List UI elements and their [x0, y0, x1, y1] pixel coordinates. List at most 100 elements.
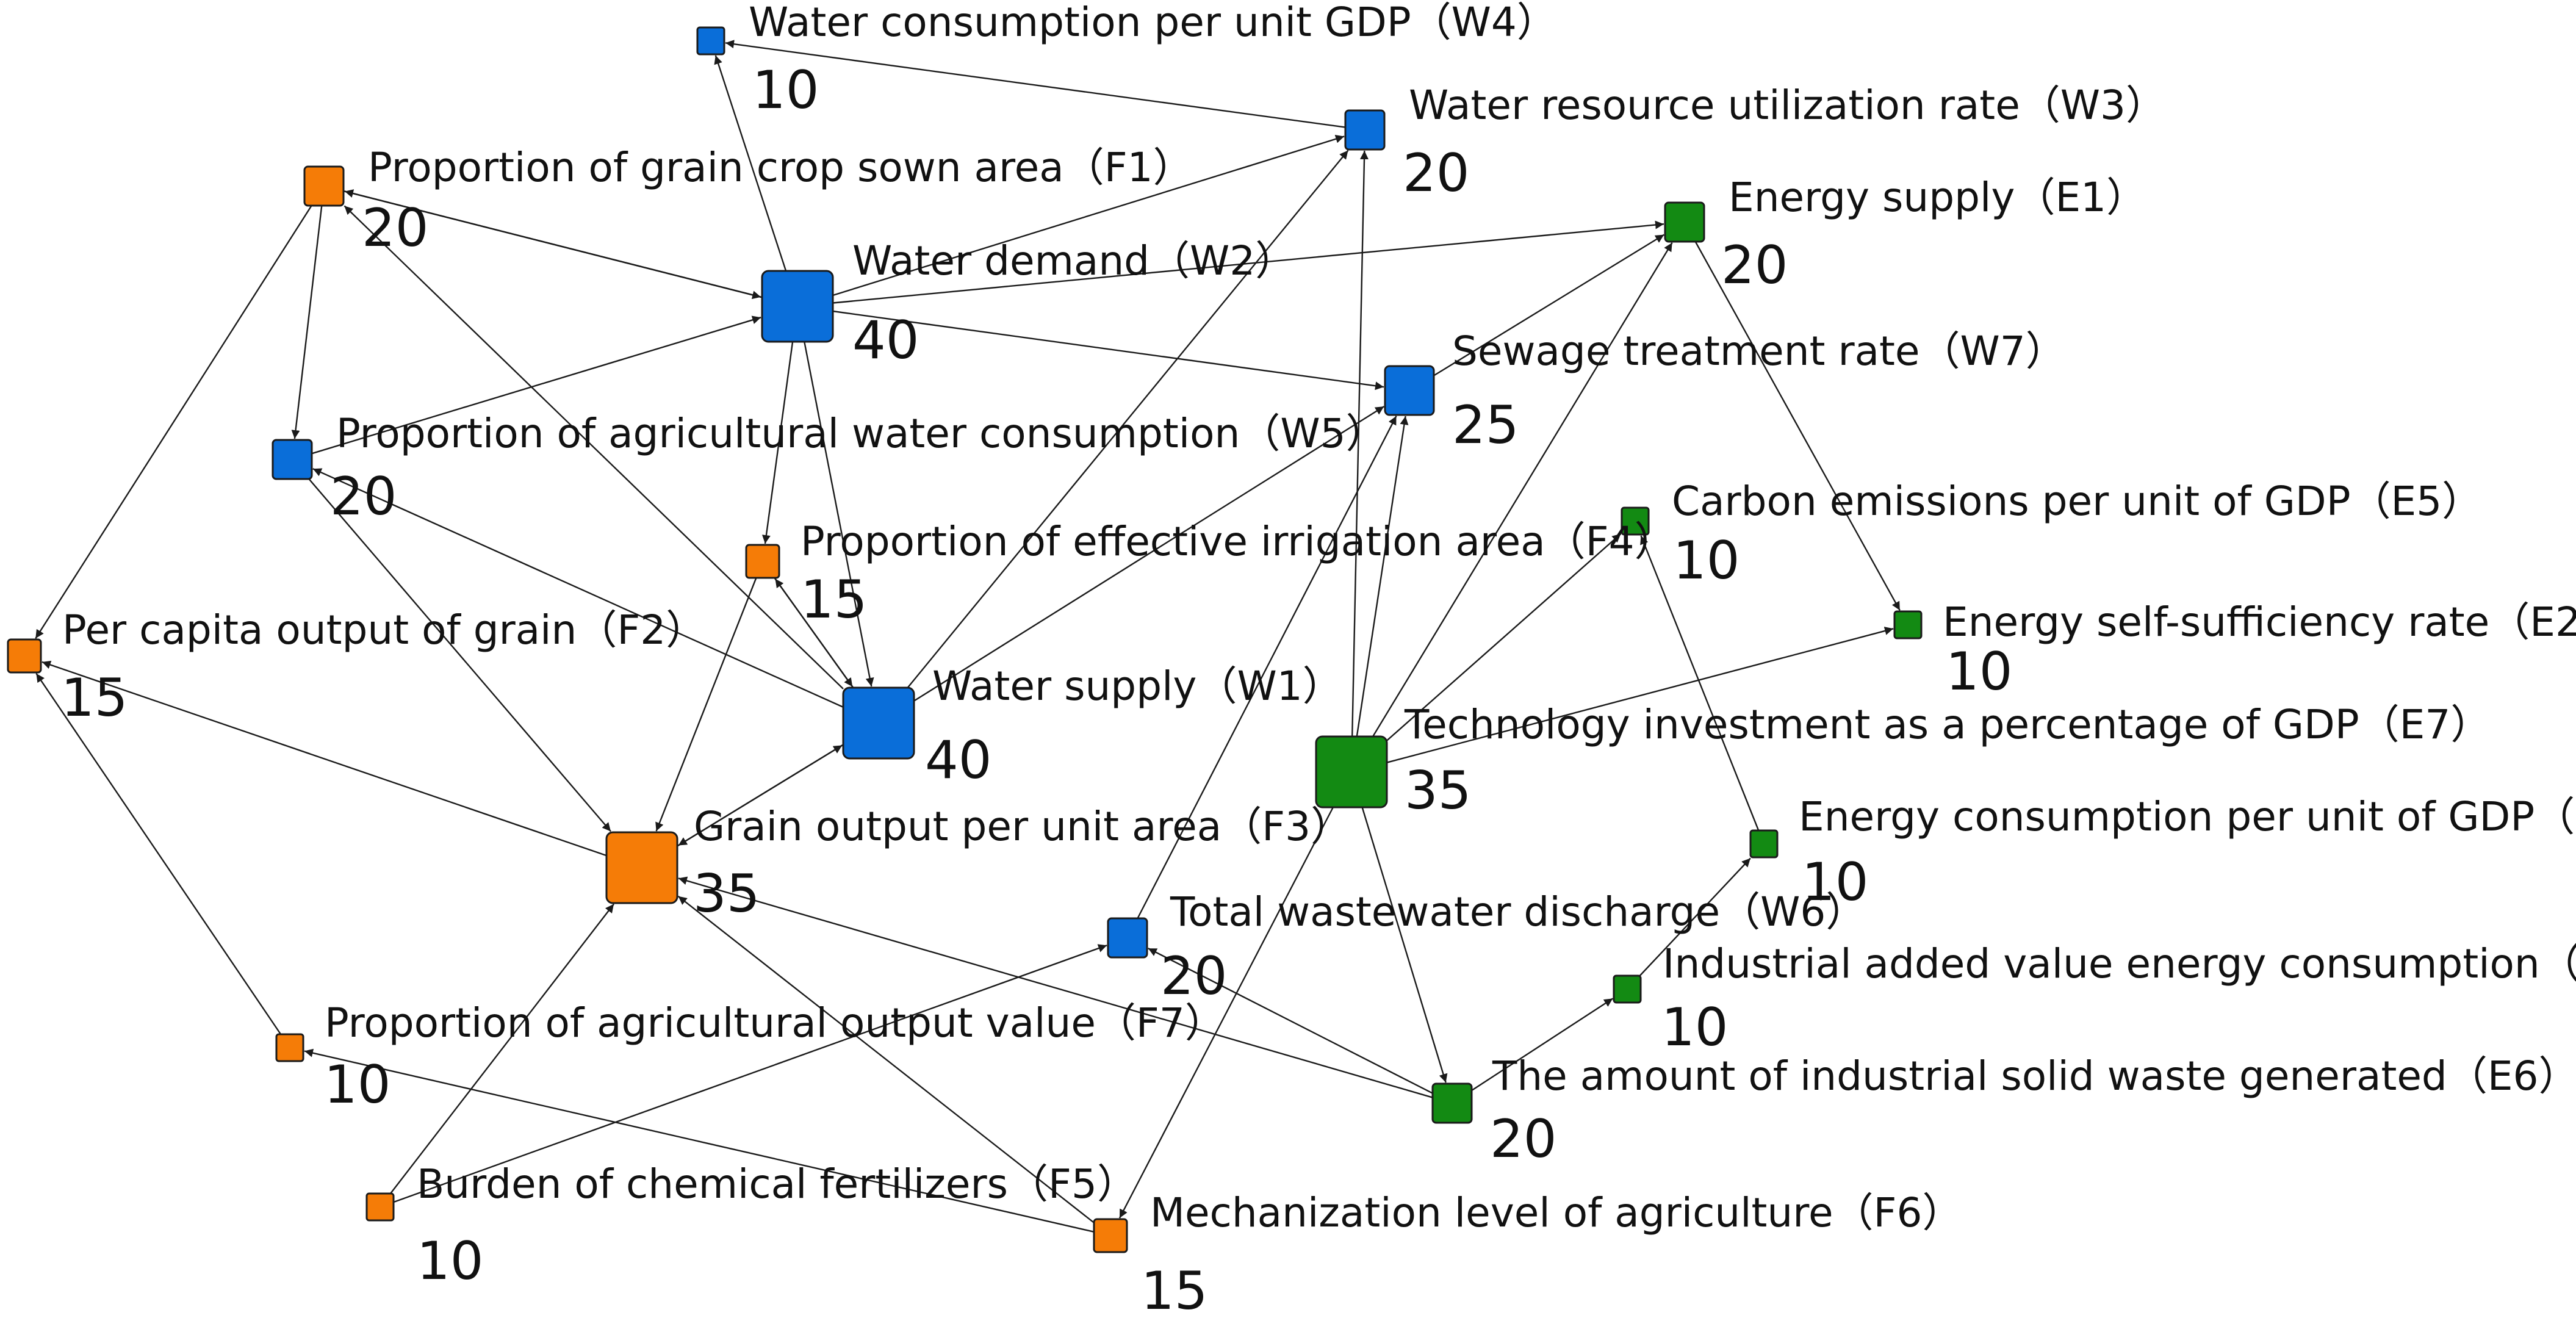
node-e6: The amount of industrial solid waste gen…	[1431, 1053, 2576, 1170]
node-w4: Water consumption per unit GDP（W4） 10	[696, 0, 1557, 121]
node-shape-e2	[1893, 610, 1923, 639]
edge-w2-to-w3	[832, 134, 1345, 297]
node-value-w2: 40	[852, 310, 919, 371]
node-w2: Water demand（W2） 40	[761, 237, 1295, 371]
node-label-f3: Grain output per unit area（F3）	[694, 803, 1351, 850]
edge-e6-to-f3	[678, 876, 1433, 1098]
node-w6: Total wastewater discharge（W6） 20	[1107, 888, 1866, 1007]
node-label-e2: Energy self-sufficiency rate（E2）	[1943, 599, 2576, 646]
edge-e4-to-e3	[1639, 857, 1751, 976]
node-shape-f7	[275, 1033, 304, 1062]
node-value-w1: 40	[925, 730, 991, 791]
node-label-w2: Water demand（W2）	[852, 237, 1295, 284]
node-shape-f2	[7, 638, 42, 674]
node-label-e5: Carbon emissions per unit of GDP（E5）	[1672, 478, 2482, 525]
edge-f1-to-w2	[343, 190, 761, 300]
node-label-w1: Water supply（W1）	[932, 663, 1343, 710]
edge-f5-to-f3	[390, 903, 614, 1194]
node-label-f6: Mechanization level of agriculture（F6）	[1150, 1189, 1963, 1236]
edge-w6-to-w7	[1137, 416, 1397, 919]
edge-f6-to-f3	[677, 895, 1095, 1223]
node-e3: Energy consumption per unit of GDP（E3） 10	[1749, 793, 2576, 913]
node-f4: Proportion of effective irrigation area（…	[745, 518, 1675, 630]
edge-w2-to-e1	[832, 220, 1664, 304]
node-value-w6: 20	[1160, 946, 1227, 1007]
nodes-layer: Water consumption per unit GDP（W4）10 Wate…	[7, 0, 2576, 1318]
node-f6: Mechanization level of agriculture（F6） 15	[1093, 1189, 1963, 1318]
edge-e1-to-e2	[1694, 241, 1901, 611]
edge-w1-to-w5	[312, 468, 844, 708]
node-e5: Carbon emissions per unit of GDP（E5） 10	[1621, 478, 2482, 591]
node-value-f5: 10	[417, 1231, 483, 1292]
edge-w2-to-f4	[761, 341, 794, 544]
node-shape-f6	[1093, 1218, 1128, 1253]
edge-w1-to-w7	[913, 406, 1384, 702]
node-label-e7: Technology investment as a percentage of…	[1404, 701, 2491, 748]
node-label-f5: Burden of chemical fertilizers（F5）	[417, 1161, 1137, 1208]
node-e4: Industrial added value energy consumptio…	[1613, 940, 2576, 1058]
node-shape-f5	[365, 1192, 395, 1222]
node-e7: Technology investment as a percentage of…	[1315, 701, 2491, 821]
edge-w2-to-w4	[714, 55, 787, 272]
edge-w1-to-f1	[344, 205, 844, 690]
node-label-e1: Energy supply（E1）	[1729, 174, 2146, 221]
node-label-e3: Energy consumption per unit of GDP（E3）	[1799, 793, 2576, 840]
node-value-f4: 15	[801, 569, 867, 630]
edge-f1-to-f2	[35, 205, 312, 639]
edge-w5-to-w2	[311, 315, 761, 455]
node-shape-f1	[303, 165, 345, 207]
edges-layer	[35, 40, 1901, 1233]
node-f2: Per capita output of grain（F2） 15	[7, 607, 706, 729]
node-value-e7: 35	[1405, 760, 1471, 821]
node-shape-w1	[842, 686, 915, 760]
edge-f4-to-f3	[655, 577, 757, 832]
node-value-w3: 20	[1403, 143, 1469, 204]
edge-e7-to-e5	[1386, 533, 1622, 741]
node-value-f3: 35	[693, 863, 760, 924]
edge-e6-to-w6	[1148, 948, 1433, 1094]
node-shape-w4	[696, 26, 725, 56]
node-w5: Proportion of agricultural water consump…	[272, 410, 1386, 527]
node-value-w5: 20	[330, 466, 397, 527]
edge-f6-to-f7	[304, 1048, 1095, 1233]
node-value-e5: 10	[1673, 530, 1740, 591]
edge-e7-to-e6	[1361, 807, 1448, 1083]
node-value-w7: 25	[1452, 395, 1519, 456]
edge-e7-to-w3	[1351, 150, 1369, 737]
node-label-e6: The amount of industrial solid waste gen…	[1492, 1053, 2576, 1100]
node-value-f6: 15	[1141, 1261, 1207, 1318]
edge-f1-to-w5	[291, 205, 323, 439]
node-shape-e6	[1431, 1082, 1473, 1124]
node-label-f7: Proportion of agricultural output value（…	[325, 999, 1225, 1046]
edge-e6-to-e4	[1471, 998, 1613, 1092]
node-shape-w6	[1107, 917, 1148, 959]
node-e2: Energy self-sufficiency rate（E2）10	[1893, 599, 2576, 702]
node-f7: Proportion of agricultural output value（…	[275, 999, 1225, 1115]
node-shape-w2	[761, 270, 834, 343]
node-shape-w7	[1384, 365, 1435, 416]
node-shape-e7	[1315, 735, 1388, 808]
node-value-f1: 20	[362, 198, 428, 259]
edge-w7-to-e1	[1433, 234, 1664, 376]
node-label-e4: Industrial added value energy consumptio…	[1663, 940, 2576, 987]
node-shape-f3	[605, 831, 678, 904]
edge-e7-to-e1	[1372, 242, 1673, 737]
edge-w2-to-w7	[832, 310, 1384, 391]
edge-w5-to-f3	[308, 478, 611, 832]
node-shape-w3	[1344, 109, 1386, 151]
edge-w1-to-f4	[774, 578, 854, 688]
edge-e7-to-e2	[1386, 627, 1894, 763]
edge-f3-to-w1	[677, 744, 843, 847]
node-f3: Grain output per unit area（F3） 35	[605, 803, 1351, 924]
node-shape-e5	[1621, 506, 1650, 536]
node-label-w3: Water resource utilization rate（W3）	[1409, 82, 2166, 129]
node-value-e3: 10	[1802, 852, 1868, 913]
node-shape-w5	[272, 439, 313, 480]
node-shape-f4	[745, 544, 780, 579]
node-label-w7: Sewage treatment rate（W7）	[1452, 328, 2066, 375]
node-value-e4: 10	[1661, 997, 1728, 1058]
node-shape-e3	[1749, 829, 1779, 859]
node-w1: Water supply（W1） 40	[842, 663, 1343, 791]
node-w7: Sewage treatment rate（W7） 25	[1384, 328, 2066, 456]
